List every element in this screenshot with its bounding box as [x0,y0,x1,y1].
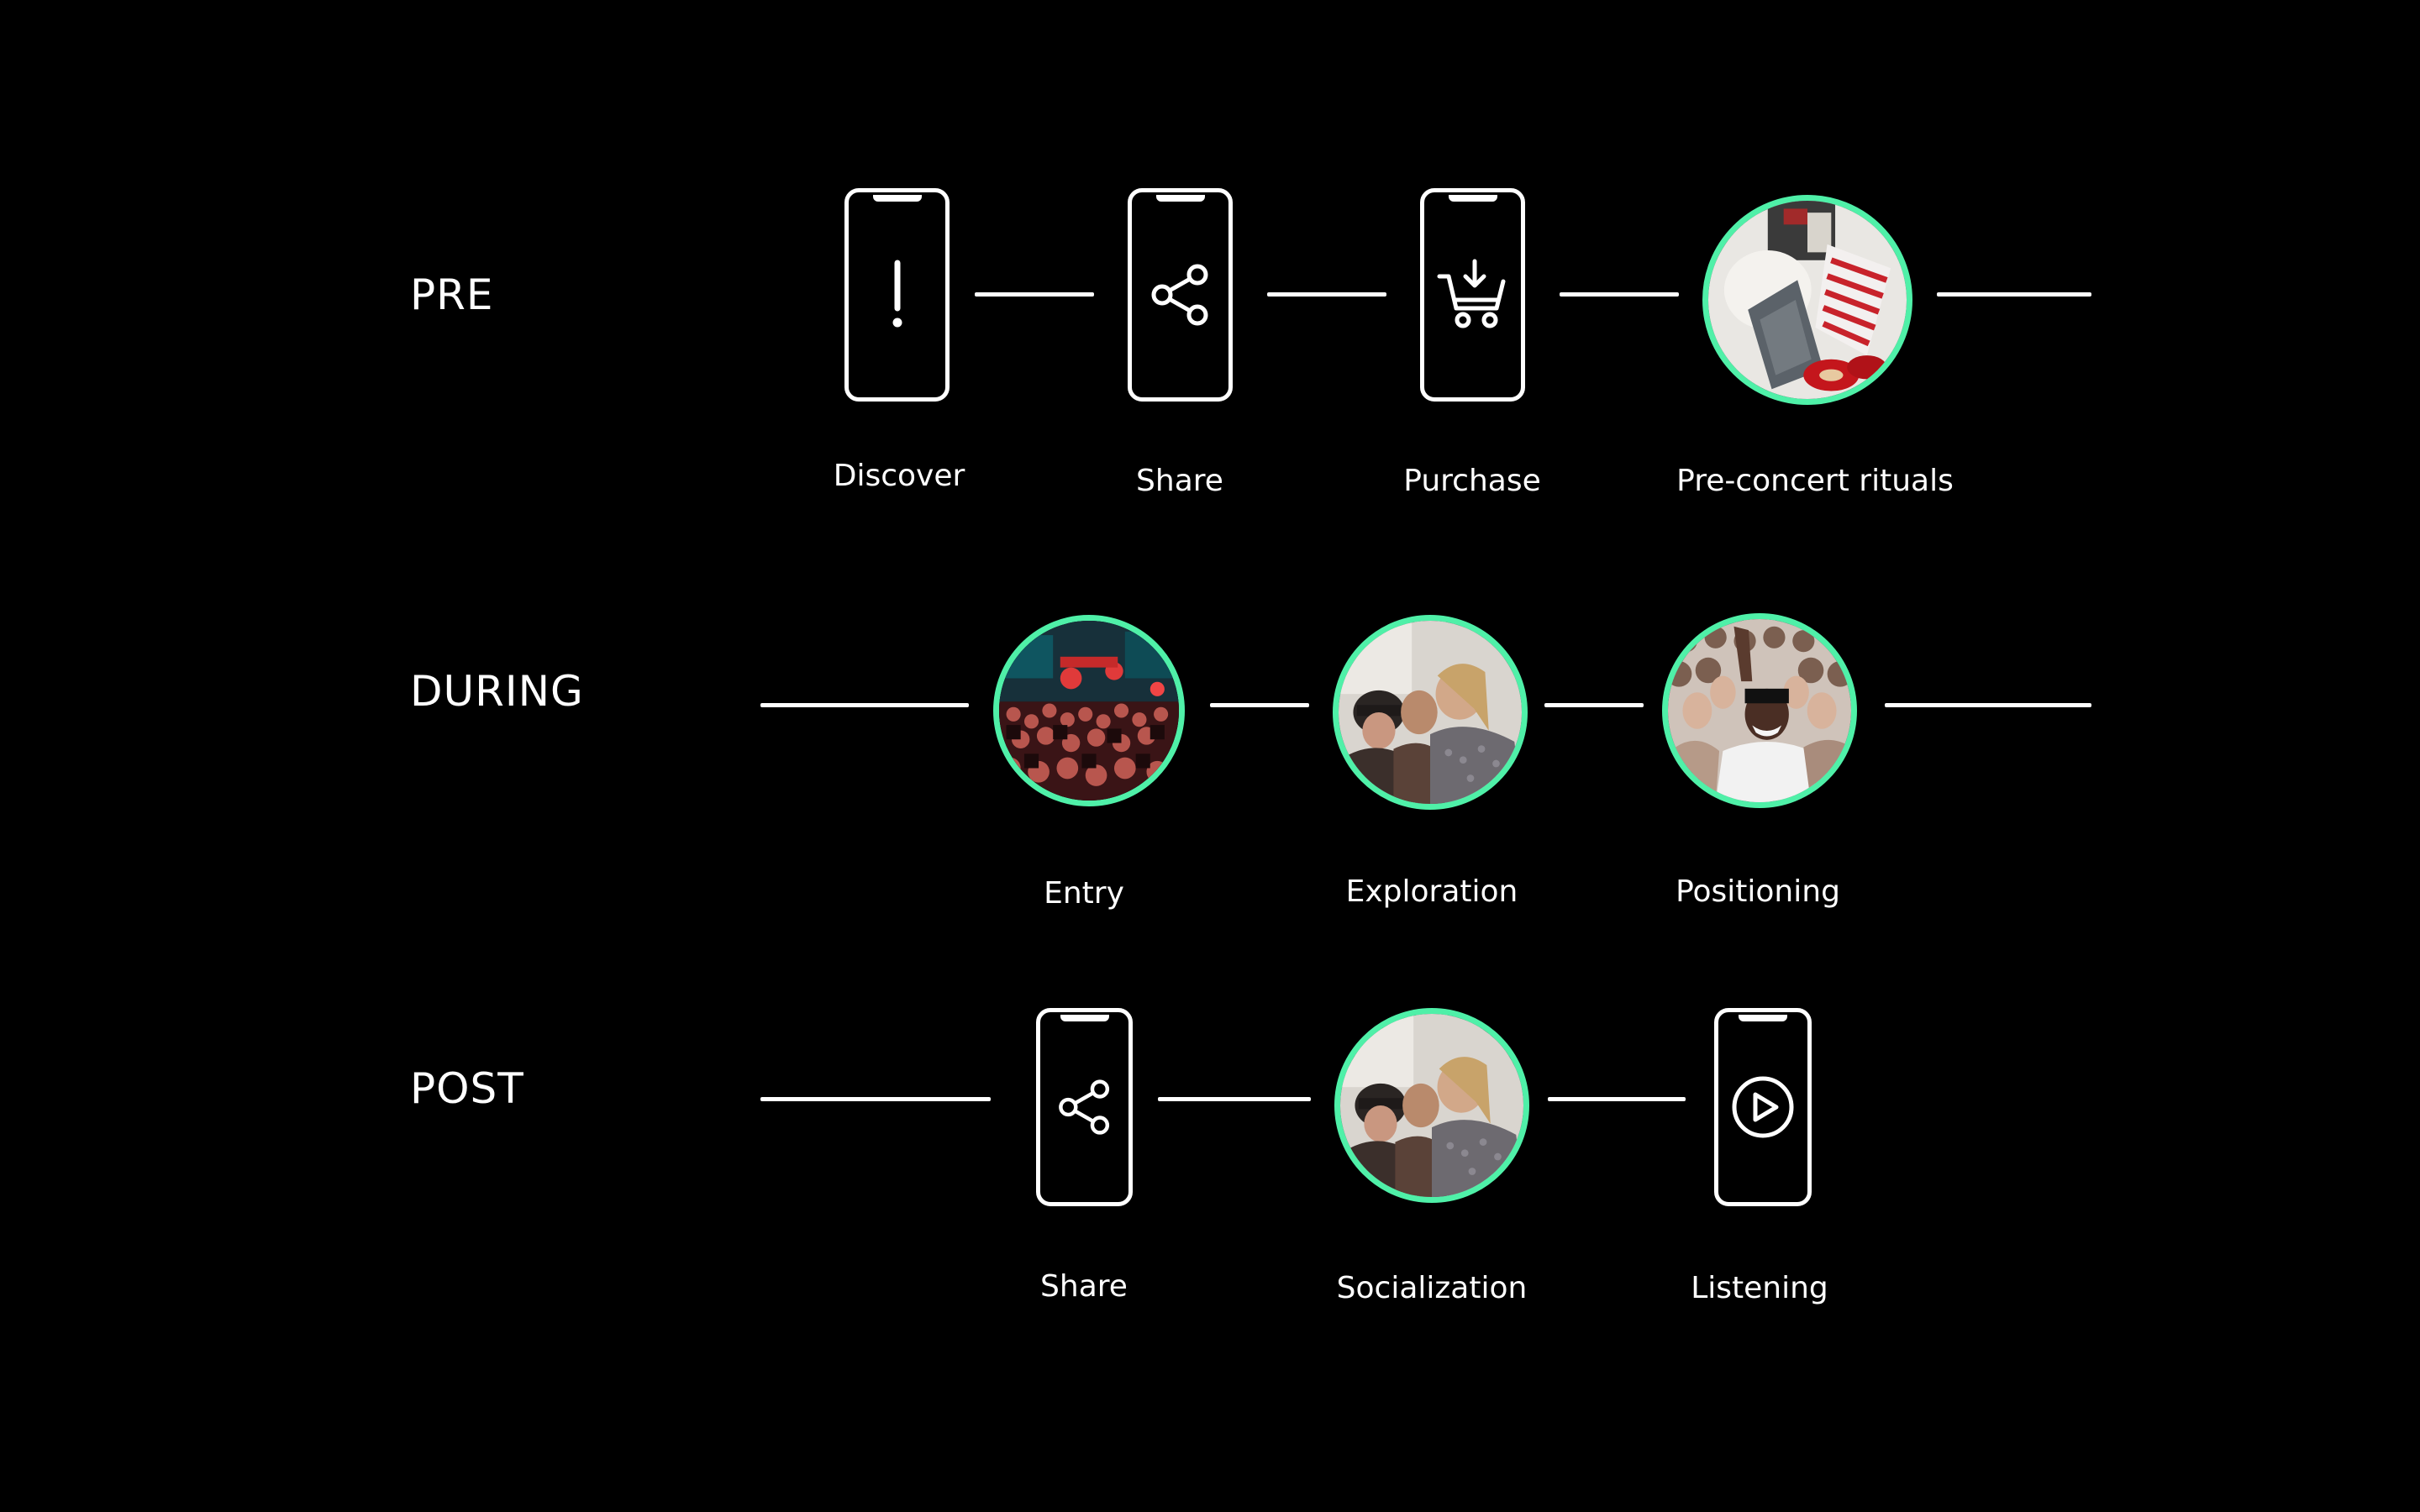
step-label-listening: Listening [1691,1271,1828,1305]
phase-label-post: POST [410,1064,524,1113]
phone-share-post [1036,1008,1133,1206]
friends-laughing-photo [1339,621,1522,804]
photo-positioning [1662,613,1857,808]
photo-pre-concert-rituals [1702,195,1912,405]
step-label-share-pre: Share [1136,464,1223,498]
phone-listening [1714,1008,1812,1206]
photo-socialization [1334,1008,1529,1203]
connector-pre-3 [1560,292,1679,297]
connector-during-1 [760,703,969,707]
step-label-share-post: Share [1040,1269,1128,1304]
connector-post-2 [1158,1097,1311,1101]
friends-laughing-photo [1340,1014,1523,1197]
connector-during-4 [1885,703,2091,707]
step-label-socialization: Socialization [1336,1271,1528,1305]
venue-crowd-photo [999,621,1179,801]
connector-pre-1 [975,292,1094,297]
step-label-positioning: Positioning [1676,874,1840,909]
connector-post-3 [1548,1097,1686,1101]
connector-during-3 [1544,703,1644,707]
play-icon [1732,1076,1794,1138]
phone-purchase [1420,188,1525,402]
step-label-discover: Discover [833,459,965,493]
step-label-exploration: Exploration [1345,874,1518,909]
connector-post-1 [760,1097,991,1101]
phone-discover [844,188,950,402]
step-label-entry: Entry [1044,876,1124,911]
photo-entry [993,615,1185,806]
clothing-photo [1708,201,1907,399]
front-row-crowd-photo [1668,619,1851,802]
connector-pre-4 [1937,292,2091,297]
step-label-pre-concert-rituals: Pre-concert rituals [1676,464,1954,498]
share-icon [1151,264,1207,326]
connector-during-2 [1210,703,1309,707]
phone-share-pre [1128,188,1233,402]
cart-download-icon [1437,259,1505,328]
phase-label-during: DURING [410,667,584,716]
step-label-purchase: Purchase [1403,464,1541,498]
share-icon [1058,1079,1109,1135]
phase-label-pre: PRE [410,270,494,319]
exclamation-icon [892,260,902,328]
photo-exploration [1333,615,1528,810]
connector-pre-2 [1267,292,1386,297]
